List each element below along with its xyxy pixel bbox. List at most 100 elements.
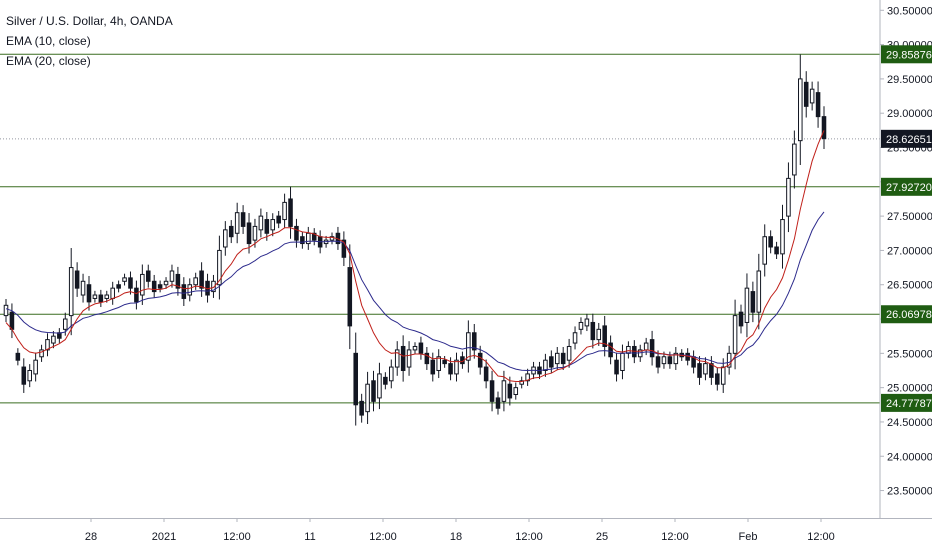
- candle[interactable]: [347, 244, 353, 350]
- candle[interactable]: [98, 289, 104, 308]
- candle[interactable]: [454, 352, 459, 382]
- price-axis[interactable]: 30.5000030.0000029.5000029.0000028.50000…: [879, 0, 932, 518]
- candle[interactable]: [774, 241, 779, 259]
- candle[interactable]: [471, 324, 477, 359]
- candle[interactable]: [199, 262, 204, 297]
- candle[interactable]: [477, 345, 483, 375]
- candle[interactable]: [341, 231, 347, 267]
- candle[interactable]: [377, 362, 382, 410]
- candle[interactable]: [9, 303, 15, 339]
- candle[interactable]: [466, 320, 471, 373]
- candle[interactable]: [750, 281, 756, 323]
- candle[interactable]: [389, 359, 394, 389]
- candle[interactable]: [169, 264, 175, 288]
- candle[interactable]: [525, 368, 530, 386]
- candle[interactable]: [673, 346, 679, 370]
- candle[interactable]: [246, 213, 252, 254]
- candle[interactable]: [211, 274, 216, 298]
- time-axis[interactable]: 28 2021 12:00 11 12:00 18 12:00 25 12:00 Feb 12:00: [0, 518, 932, 543]
- candle[interactable]: [501, 370, 507, 412]
- candle[interactable]: [223, 221, 228, 256]
- candle[interactable]: [163, 277, 169, 289]
- candle[interactable]: [3, 298, 9, 322]
- candle[interactable]: [667, 351, 673, 369]
- candle[interactable]: [768, 230, 773, 254]
- candle[interactable]: [483, 359, 489, 389]
- candle[interactable]: [513, 382, 519, 400]
- candle[interactable]: [626, 341, 631, 359]
- candle[interactable]: [394, 341, 400, 376]
- candle[interactable]: [128, 271, 133, 295]
- candle[interactable]: [543, 353, 548, 377]
- candle[interactable]: [240, 205, 246, 234]
- candle[interactable]: [116, 280, 121, 293]
- candle[interactable]: [720, 358, 726, 393]
- candle[interactable]: [554, 346, 560, 370]
- candle[interactable]: [495, 391, 501, 415]
- candle[interactable]: [430, 352, 436, 382]
- candle[interactable]: [786, 162, 791, 233]
- candle[interactable]: [181, 277, 187, 306]
- candle[interactable]: [122, 273, 127, 286]
- candle[interactable]: [691, 350, 696, 374]
- candle[interactable]: [596, 322, 602, 346]
- candle[interactable]: [614, 352, 619, 382]
- candle[interactable]: [175, 266, 181, 296]
- candle[interactable]: [353, 332, 359, 426]
- candle[interactable]: [792, 130, 797, 189]
- candle[interactable]: [110, 281, 115, 305]
- candle[interactable]: [798, 54, 803, 166]
- candle[interactable]: [803, 71, 809, 118]
- candle[interactable]: [145, 264, 151, 288]
- candle[interactable]: [756, 253, 762, 330]
- candle[interactable]: [276, 210, 281, 229]
- candle[interactable]: [584, 313, 590, 332]
- candle[interactable]: [815, 81, 821, 128]
- candle[interactable]: [519, 376, 524, 389]
- candle[interactable]: [507, 376, 513, 406]
- candle[interactable]: [74, 262, 80, 297]
- candle[interactable]: [329, 232, 335, 245]
- candle[interactable]: [608, 335, 613, 365]
- candle[interactable]: [821, 106, 827, 150]
- candle[interactable]: [311, 228, 317, 246]
- candle[interactable]: [270, 213, 276, 237]
- candle[interactable]: [620, 344, 625, 380]
- candle[interactable]: [744, 273, 750, 338]
- plot-area[interactable]: [0, 53, 880, 426]
- candle[interactable]: [45, 333, 50, 357]
- candle[interactable]: [359, 393, 364, 423]
- candle[interactable]: [762, 224, 768, 277]
- candle[interactable]: [383, 372, 388, 390]
- candle[interactable]: [33, 352, 38, 382]
- candle[interactable]: [572, 326, 578, 350]
- candle[interactable]: [578, 317, 584, 335]
- candle[interactable]: [51, 331, 56, 349]
- candle[interactable]: [726, 345, 732, 375]
- candle[interactable]: [68, 248, 74, 336]
- candle[interactable]: [655, 350, 661, 374]
- candle[interactable]: [282, 193, 287, 229]
- candle[interactable]: [738, 304, 744, 334]
- candle[interactable]: [252, 218, 258, 248]
- candle[interactable]: [715, 367, 720, 391]
- candle[interactable]: [217, 235, 222, 300]
- candle[interactable]: [549, 350, 554, 374]
- candle[interactable]: [406, 341, 412, 376]
- candle[interactable]: [288, 186, 293, 239]
- candle[interactable]: [57, 328, 62, 343]
- candle[interactable]: [489, 370, 495, 412]
- candle[interactable]: [560, 346, 566, 370]
- candle[interactable]: [442, 356, 447, 368]
- candle[interactable]: [15, 348, 21, 366]
- candle[interactable]: [306, 226, 311, 250]
- candle[interactable]: [80, 273, 86, 303]
- candle[interactable]: [566, 338, 572, 368]
- candle[interactable]: [590, 313, 596, 349]
- candle[interactable]: [21, 358, 27, 393]
- candle[interactable]: [92, 290, 98, 303]
- candle[interactable]: [365, 371, 370, 425]
- candle[interactable]: [780, 204, 785, 269]
- candle[interactable]: [228, 220, 234, 244]
